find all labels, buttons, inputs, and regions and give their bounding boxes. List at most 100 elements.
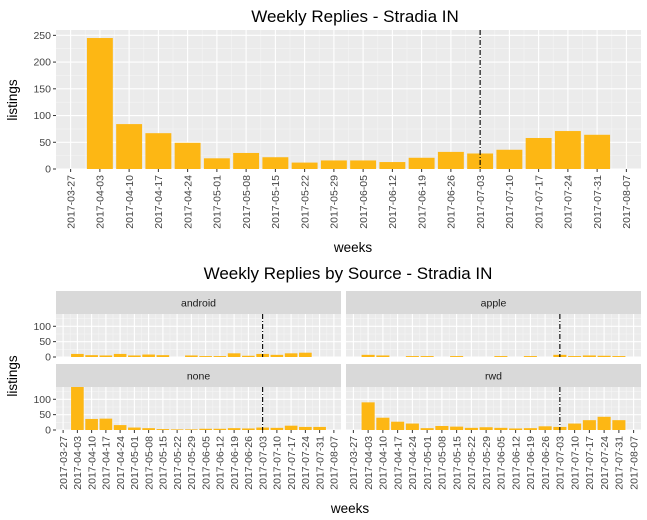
y-tick-label: 250 — [33, 30, 51, 42]
x-tick-label: 2017-04-17 — [101, 436, 113, 490]
x-tick-label: 2017-06-05 — [200, 436, 212, 490]
bar — [405, 423, 419, 430]
bar — [405, 356, 419, 357]
bar — [116, 124, 143, 169]
bar — [568, 356, 582, 357]
bar — [199, 428, 212, 430]
facet-strip-label: none — [187, 371, 211, 383]
x-tick-label: 2017-07-03 — [475, 175, 487, 229]
y-tick-label: 50 — [39, 137, 51, 149]
bar — [435, 426, 449, 430]
bar — [523, 356, 537, 357]
bar — [71, 387, 84, 430]
x-tick-label: 2017-08-07 — [621, 175, 633, 229]
bar — [464, 427, 478, 430]
bar — [408, 157, 435, 169]
bar — [99, 418, 113, 430]
x-tick-label: 2017-04-10 — [378, 436, 390, 490]
x-tick-label: 2017-05-29 — [329, 175, 341, 229]
x-tick-label: 2017-05-08 — [437, 436, 449, 490]
facet-strip-label: android — [181, 298, 216, 310]
y-tick-label: 0 — [45, 164, 51, 176]
x-tick-label: 2017-03-27 — [65, 175, 77, 229]
y-tick-label: 100 — [33, 321, 51, 333]
x-tick-label: 2017-04-24 — [182, 175, 194, 229]
x-tick-label: 2017-05-01 — [422, 436, 434, 490]
x-axis-title: weeks — [333, 240, 373, 255]
bar — [320, 160, 347, 169]
facet-chart-title: Weekly Replies by Source - Stradia IN — [204, 264, 493, 283]
bar — [85, 418, 98, 430]
x-tick-label: 2017-06-26 — [446, 175, 458, 229]
bar — [233, 152, 260, 169]
bar — [313, 426, 326, 430]
x-tick-label: 2017-08-07 — [329, 436, 341, 490]
bar — [262, 157, 289, 169]
bar — [185, 429, 198, 430]
x-tick-label: 2017-04-17 — [392, 436, 404, 490]
y-tick-label: 0 — [45, 425, 51, 437]
x-tick-label: 2017-03-27 — [58, 436, 70, 490]
x-tick-label: 2017-07-17 — [286, 436, 298, 490]
bar — [113, 425, 127, 430]
x-tick-label: 2017-04-24 — [407, 436, 419, 490]
x-tick-label: 2017-06-12 — [215, 436, 227, 490]
y-tick-label: 100 — [33, 394, 51, 406]
bar — [391, 421, 405, 430]
facet-y-axis-title: listings — [5, 355, 20, 397]
bar — [299, 426, 312, 430]
bar — [376, 417, 390, 430]
bar — [270, 427, 284, 430]
x-tick-label: 2017-06-12 — [387, 175, 399, 229]
y-tick-label: 200 — [33, 57, 51, 69]
bar — [156, 429, 170, 430]
bar — [494, 427, 508, 430]
x-tick-label: 2017-04-10 — [124, 175, 136, 229]
x-tick-label: 2017-04-10 — [86, 436, 98, 490]
x-tick-label: 2017-07-17 — [533, 175, 545, 229]
bar — [227, 353, 241, 357]
bar — [299, 352, 312, 357]
bar — [128, 427, 141, 430]
facet-strip — [56, 291, 341, 314]
bar — [597, 416, 611, 430]
y-tick-label: 50 — [39, 336, 51, 348]
bar — [156, 355, 170, 357]
x-tick-label: 2017-05-29 — [186, 436, 198, 490]
x-tick-label: 2017-05-22 — [466, 436, 478, 490]
bar — [376, 355, 390, 357]
x-tick-label: 2017-06-19 — [416, 175, 428, 229]
y-tick-label: 100 — [33, 110, 51, 122]
bar — [584, 134, 611, 169]
bar — [420, 428, 434, 430]
bar — [85, 355, 98, 357]
x-tick-label: 2017-04-03 — [72, 436, 84, 490]
x-tick-label: 2017-05-08 — [241, 175, 253, 229]
x-tick-label: 2017-05-29 — [481, 436, 493, 490]
facet-x-axis-title: weeks — [330, 501, 370, 516]
bar — [291, 162, 318, 169]
facet-strip — [346, 291, 641, 314]
y-axis-title: listings — [5, 79, 20, 121]
x-tick-label: 2017-07-10 — [504, 175, 516, 229]
facet-panel-layer: 2017-03-27 2017-04-03 2017-04-10 2017-04-17… — [346, 387, 641, 490]
x-tick-label: 2017-04-03 — [363, 436, 375, 490]
x-tick-label: 2017-05-15 — [270, 175, 282, 229]
bar — [170, 429, 184, 430]
x-tick-label: 2017-07-24 — [599, 436, 611, 490]
x-tick-label: 2017-07-10 — [569, 436, 581, 490]
x-tick-label: 2017-06-26 — [243, 436, 255, 490]
bar — [420, 356, 434, 357]
facet-strip — [56, 364, 341, 387]
facet-strip-label: apple — [481, 298, 507, 310]
x-tick-label: 2017-07-24 — [563, 175, 575, 229]
x-tick-label: 2017-05-22 — [172, 436, 184, 490]
bar — [203, 158, 230, 169]
x-tick-label: 2017-06-05 — [358, 175, 370, 229]
x-tick-label: 2017-06-19 — [525, 436, 537, 490]
bar — [199, 356, 212, 357]
bar — [213, 428, 227, 430]
bar — [145, 133, 172, 169]
facet-strip — [346, 364, 641, 387]
